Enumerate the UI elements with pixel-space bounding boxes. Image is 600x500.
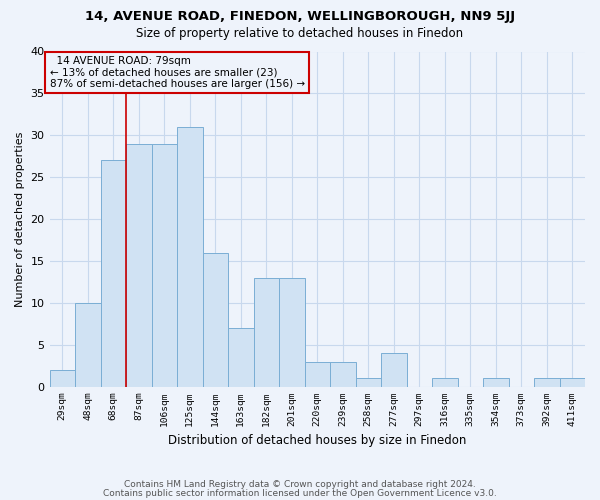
- X-axis label: Distribution of detached houses by size in Finedon: Distribution of detached houses by size …: [168, 434, 466, 448]
- Bar: [432, 378, 458, 387]
- Bar: [203, 252, 228, 387]
- Text: 14, AVENUE ROAD, FINEDON, WELLINGBOROUGH, NN9 5JJ: 14, AVENUE ROAD, FINEDON, WELLINGBOROUGH…: [85, 10, 515, 23]
- Bar: [50, 370, 75, 387]
- Bar: [305, 362, 330, 387]
- Bar: [534, 378, 560, 387]
- Bar: [228, 328, 254, 387]
- Bar: [126, 144, 152, 387]
- Bar: [152, 144, 177, 387]
- Bar: [279, 278, 305, 387]
- Text: Contains public sector information licensed under the Open Government Licence v3: Contains public sector information licen…: [103, 489, 497, 498]
- Bar: [560, 378, 585, 387]
- Bar: [177, 127, 203, 387]
- Text: Contains HM Land Registry data © Crown copyright and database right 2024.: Contains HM Land Registry data © Crown c…: [124, 480, 476, 489]
- Text: Size of property relative to detached houses in Finedon: Size of property relative to detached ho…: [136, 28, 464, 40]
- Bar: [254, 278, 279, 387]
- Text: 14 AVENUE ROAD: 79sqm
← 13% of detached houses are smaller (23)
87% of semi-deta: 14 AVENUE ROAD: 79sqm ← 13% of detached …: [50, 56, 305, 89]
- Bar: [75, 303, 101, 387]
- Bar: [381, 354, 407, 387]
- Bar: [483, 378, 509, 387]
- Bar: [101, 160, 126, 387]
- Y-axis label: Number of detached properties: Number of detached properties: [15, 132, 25, 307]
- Bar: [330, 362, 356, 387]
- Bar: [356, 378, 381, 387]
